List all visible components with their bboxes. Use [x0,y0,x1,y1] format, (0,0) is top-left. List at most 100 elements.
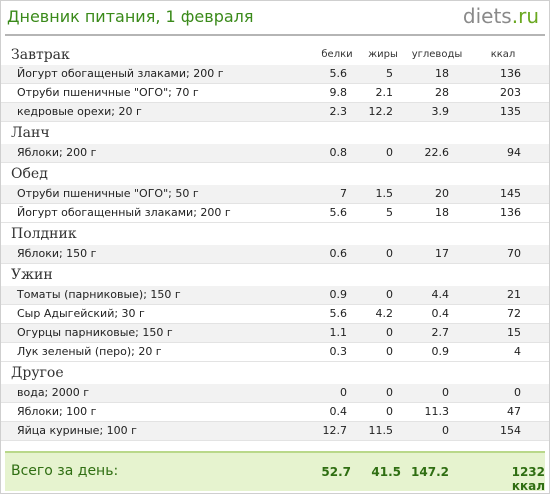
food-row[interactable]: Яблоки; 150 г 0.6 0 17 70 [1,245,549,264]
meal-name: Завтрак [11,47,70,63]
food-fat: 0 [386,326,393,339]
food-kcal: 203 [500,86,521,99]
food-name[interactable]: Томаты (парниковые); 150 г [17,288,181,301]
meal-name: Обед [11,166,48,182]
food-row[interactable]: Лук зеленый (перо); 20 г 0.3 0 0.9 4 [1,343,549,362]
meal-header: Полдник [1,223,549,245]
food-carbs: 4.4 [431,288,450,301]
food-carbs: 18 [435,206,449,219]
food-carbs: 0 [442,424,449,437]
meal-name: Другое [11,365,64,381]
meal-name: Ланч [11,125,50,141]
food-carbs: 28 [435,86,449,99]
food-fat: 1.5 [375,187,394,200]
meal-header: Завтрак белки жиры углеводы ккал [1,45,549,65]
food-name[interactable]: Яблоки; 200 г [17,146,97,159]
food-row[interactable]: Йогурт обогащенный злаками; 200 г 5.6 5 18 1… [1,204,549,223]
logo-tld: .ru [511,4,539,28]
food-fat: 11.5 [368,424,394,437]
food-carbs: 17 [435,247,449,260]
food-protein: 0.4 [329,405,348,418]
food-fat: 0 [386,247,393,260]
meal-name: Полдник [11,226,77,242]
food-row[interactable]: Отруби пшеничные "ОГО"; 50 г 7 1.5 20 145 [1,185,549,204]
column-header-carbs: углеводы [411,49,463,60]
meal-header: Обед [1,163,549,185]
food-kcal: 72 [507,307,521,320]
food-row[interactable]: Томаты (парниковые); 150 г 0.9 0 4.4 21 [1,286,549,305]
food-row[interactable]: Яблоки; 100 г 0.4 0 11.3 47 [1,403,549,422]
food-row[interactable]: Отруби пшеничные "ОГО"; 70 г 9.8 2.1 28 203 [1,84,549,103]
food-fat: 5 [386,206,393,219]
food-protein: 2.3 [329,105,348,118]
column-header-protein: белки [321,49,353,60]
food-kcal: 154 [500,424,521,437]
food-protein: 1.1 [329,326,348,339]
food-carbs: 22.6 [424,146,450,159]
page-title: Дневник питания, 1 февраля [7,7,254,26]
food-kcal: 135 [500,105,521,118]
food-name[interactable]: кедровые орехи; 20 г [17,105,142,118]
food-row[interactable]: кедровые орехи; 20 г 2.3 12.2 3.9 135 [1,103,549,122]
food-fat: 5 [386,67,393,80]
food-fat: 12.2 [368,105,394,118]
meal-header: Ужин [1,264,549,286]
food-kcal: 70 [507,247,521,260]
food-name[interactable]: Огурцы парниковые; 150 г [17,326,173,339]
food-name[interactable]: Йогурт обогащенный злаками; 200 г [17,206,231,219]
food-fat: 0 [386,386,393,399]
food-kcal: 0 [514,386,521,399]
food-protein: 0.8 [329,146,348,159]
food-row[interactable]: Йогурт обогащеный злаками; 200 г 5.6 5 18 13… [1,65,549,84]
food-row[interactable]: Огурцы парниковые; 150 г 1.1 0 2.7 15 [1,324,549,343]
food-fat: 0 [386,288,393,301]
food-row[interactable]: Яйца куриные; 100 г 12.7 11.5 0 154 [1,422,549,441]
food-carbs: 0.9 [431,345,450,358]
food-fat: 0 [386,146,393,159]
food-name[interactable]: Яблоки; 100 г [17,405,97,418]
food-row[interactable]: Яблоки; 200 г 0.8 0 22.6 94 [1,144,549,163]
food-name[interactable]: Лук зеленый (перо); 20 г [17,345,162,358]
food-name[interactable]: Отруби пшеничные "ОГО"; 50 г [17,187,199,200]
column-header-kcal: ккал [490,49,516,60]
food-kcal: 136 [500,206,521,219]
food-protein: 0.3 [329,345,348,358]
total-protein: 52.7 [321,465,351,479]
food-fat: 4.2 [375,307,394,320]
food-kcal: 15 [507,326,521,339]
meal-header: Ланч [1,122,549,144]
total-kcal: 1232 ккал [511,465,545,493]
food-name[interactable]: Яйца куриные; 100 г [17,424,137,437]
food-kcal: 21 [507,288,521,301]
food-carbs: 0 [442,386,449,399]
food-carbs: 18 [435,67,449,80]
food-name[interactable]: Сыр Адыгейский; 30 г [17,307,145,320]
food-kcal: 136 [500,67,521,80]
food-protein: 0.9 [329,288,348,301]
food-carbs: 3.9 [431,105,450,118]
food-protein: 7 [340,187,347,200]
diary-table: Завтрак белки жиры углеводы ккал Йогурт обога… [1,45,549,441]
food-protein: 5.6 [329,206,348,219]
food-carbs: 11.3 [424,405,450,418]
column-header-fat: жиры [368,49,398,60]
food-row[interactable]: вода; 2000 г 0 0 0 0 [1,384,549,403]
food-name[interactable]: Яблоки; 150 г [17,247,97,260]
food-kcal: 4 [514,345,521,358]
total-fat: 41.5 [371,465,401,479]
food-name[interactable]: Отруби пшеничные "ОГО"; 70 г [17,86,199,99]
totals-label: Всего за день: [11,463,119,479]
logo-main: diets [462,4,512,28]
food-protein: 9.8 [329,86,348,99]
food-name[interactable]: вода; 2000 г [17,386,90,399]
food-kcal: 145 [500,187,521,200]
food-protein: 0 [340,386,347,399]
meal-name: Ужин [11,267,53,283]
food-name[interactable]: Йогурт обогащеный злаками; 200 г [17,67,224,80]
food-row[interactable]: Сыр Адыгейский; 30 г 5.6 4.2 0.4 72 [1,305,549,324]
total-carbs: 147.2 [411,465,449,479]
food-carbs: 2.7 [431,326,450,339]
totals-bar: Всего за день: 52.7 41.5 147.2 1232 ккал [5,451,545,493]
site-logo[interactable]: diets.ru [463,4,539,28]
